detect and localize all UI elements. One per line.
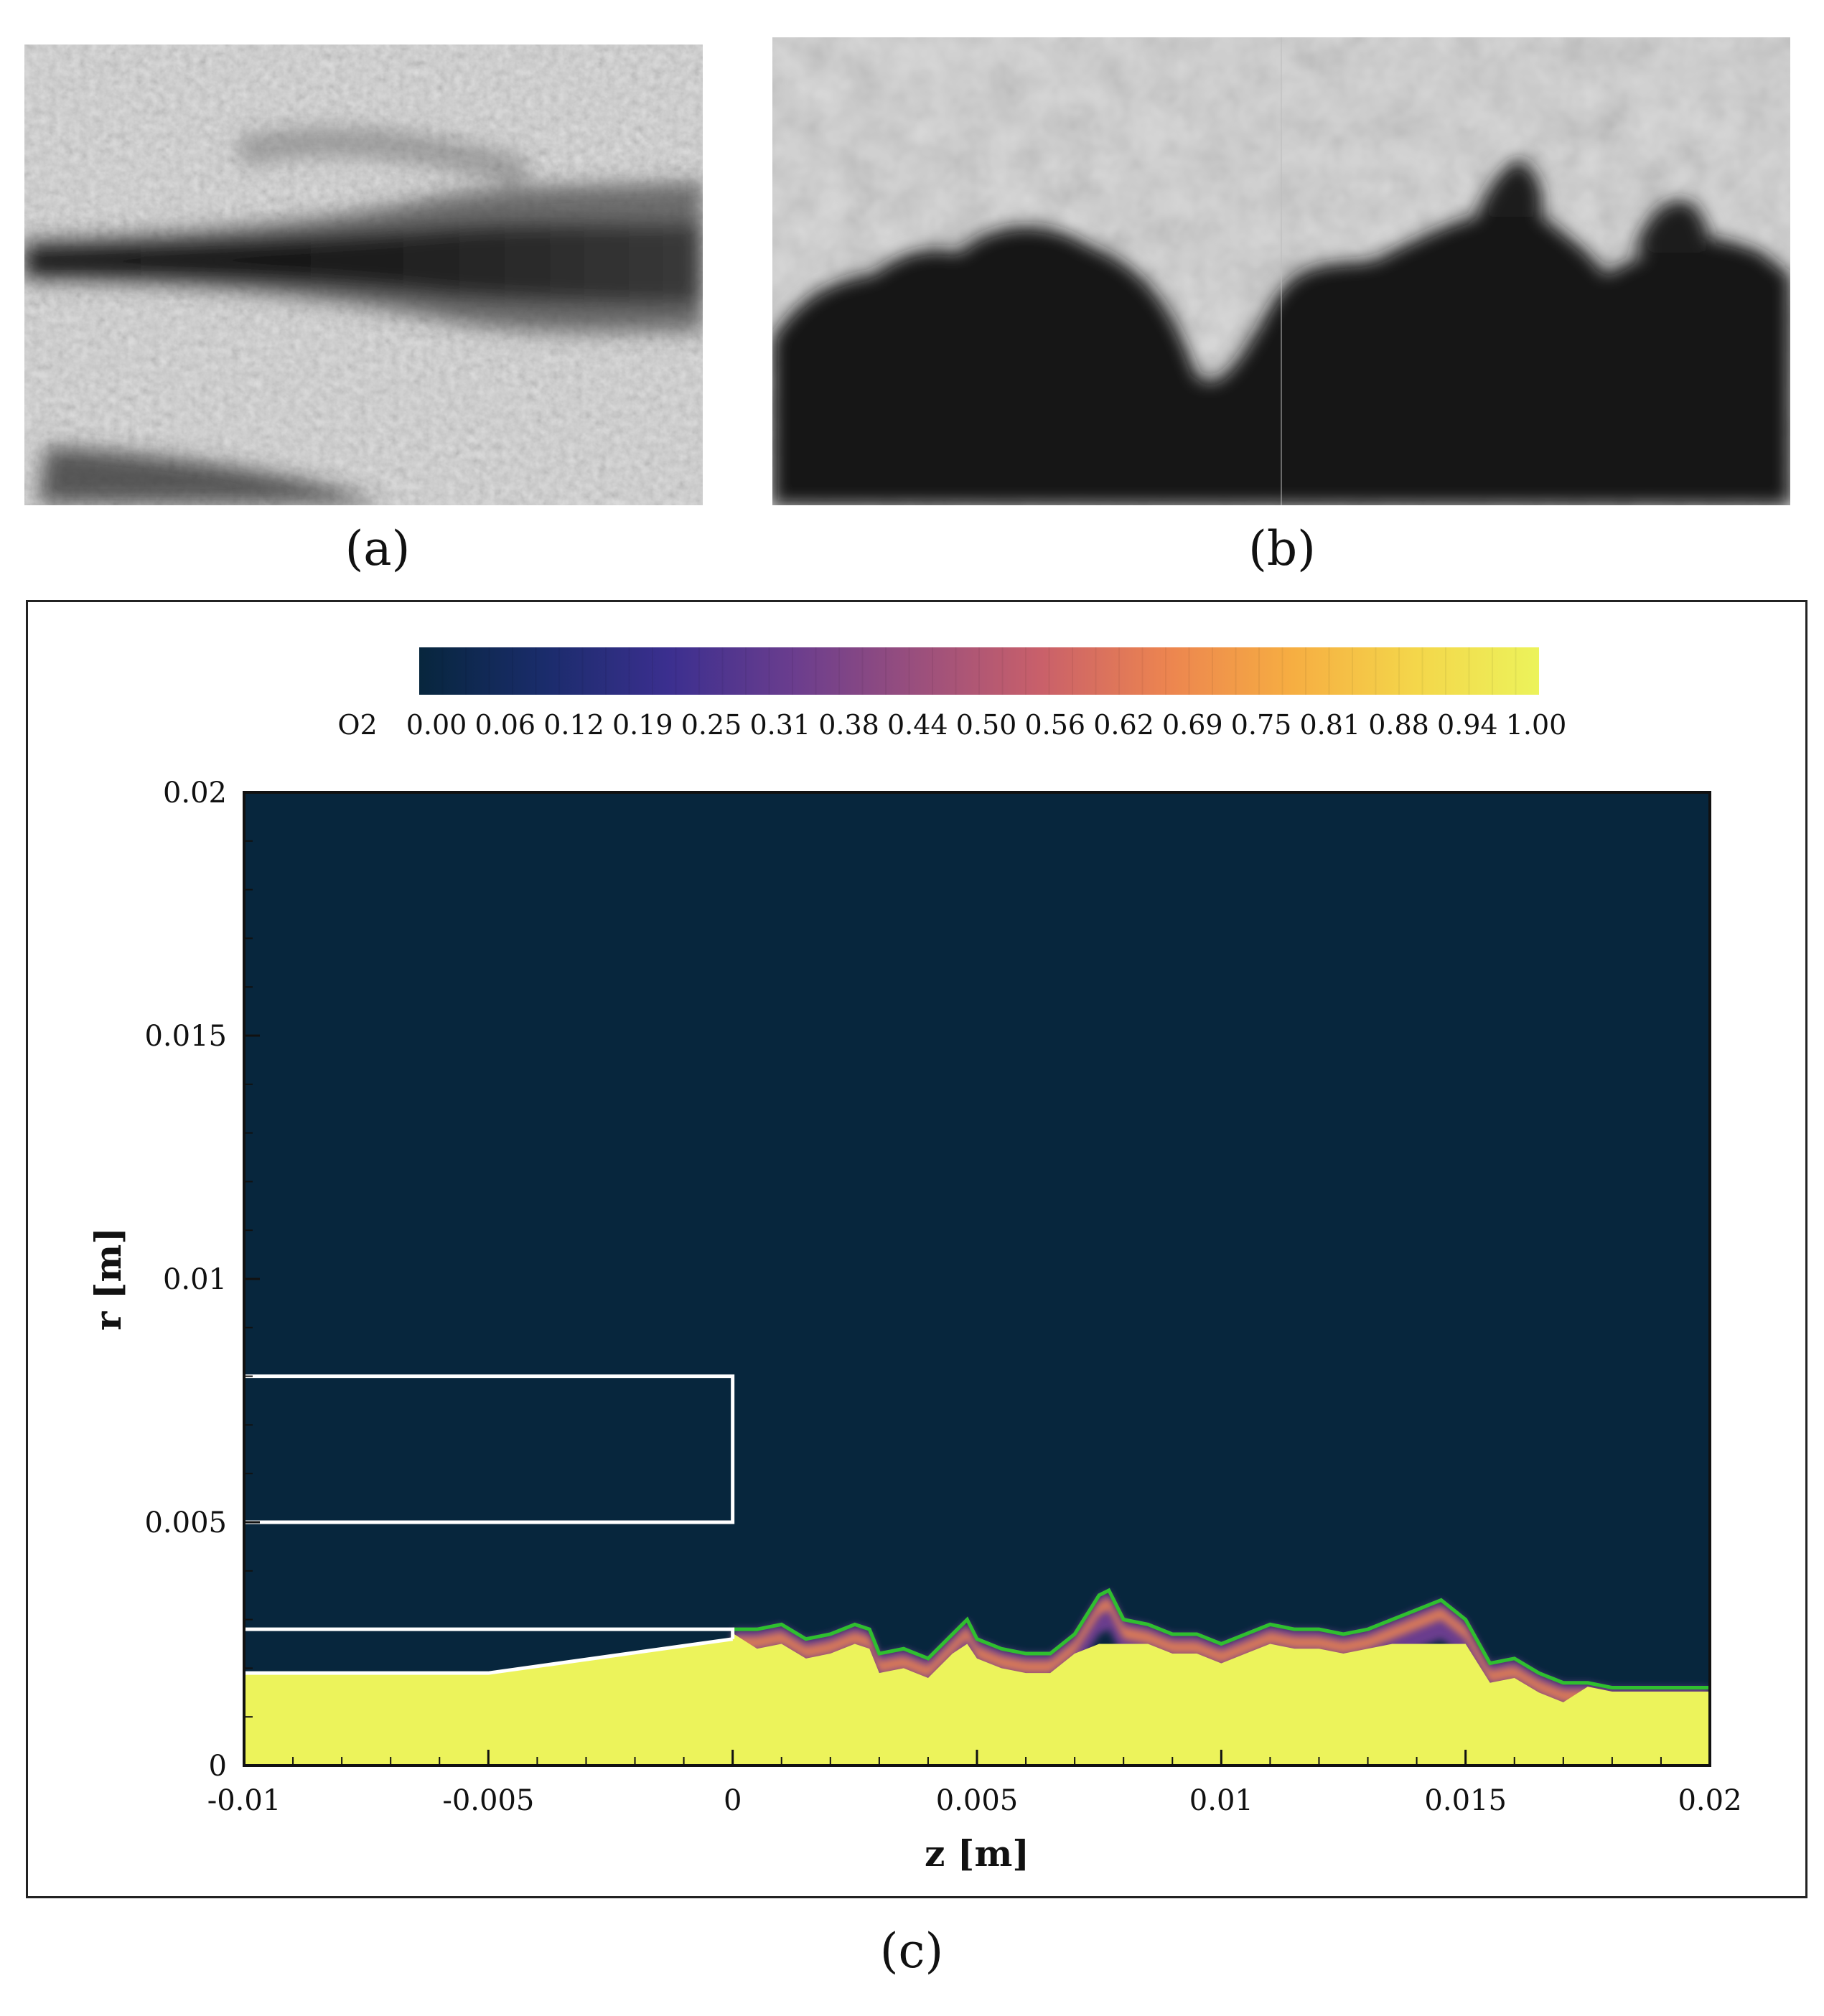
y-tick-label: 0.02 [163,777,227,810]
y-tick-label: 0.005 [144,1506,227,1539]
x-tick-label: 0.01 [1189,1784,1253,1817]
y-tick-label: 0.01 [163,1263,227,1296]
colorbar-tick-label: 0.81 [1299,709,1360,741]
injector-lip [244,1627,735,1639]
mixing-warm-layer [732,1598,1710,1707]
field-background [244,792,1710,1766]
colorbar-tick-label: 0.62 [1093,709,1154,741]
colorbar-labels: 0.00 0.06 0.12 0.19 0.25 0.31 0.38 0.44 0.50 0.56… [406,709,1567,741]
colorbar-tick-label: 0.88 [1368,709,1429,741]
colorbar-tick-label: 0.69 [1162,709,1223,741]
colorbar-tick-label: 0.06 [474,709,535,741]
x-tick-label: 0.02 [1678,1784,1741,1817]
colorbar-tick-label: 0.75 [1231,709,1292,741]
x-tick-label: 0.005 [936,1784,1019,1817]
x-tick-label: -0.005 [442,1784,534,1817]
colorbar-tick-label: 0.00 [406,709,467,741]
panel-label-b: (b) [1248,521,1316,576]
y-tick-label: 0.015 [144,1020,227,1053]
photo-b [772,37,1790,505]
colorbar-tick-label: 0.44 [887,709,948,741]
colorbar-tick-label: 0.31 [749,709,810,741]
panel-label-c: (c) [879,1923,944,1979]
y-axis-label: r [m] [87,1227,129,1331]
x-axis-ticks: -0.01 -0.005 0 0.005 0.01 0.015 0.02 [207,1750,1742,1817]
colorbar-segments [441,647,1517,695]
panel-label-a: (a) [345,521,411,576]
y-tick-label: 0 [209,1750,227,1783]
colorbar-tick-label: 0.19 [612,709,673,741]
x-tick-label: -0.01 [207,1784,281,1817]
colorbar-variable-label: O2 [337,709,377,741]
colorbar-tick-label: 0.25 [681,709,742,741]
injector-outer-post [244,1374,735,1524]
colorbar-tick-label: 0.38 [818,709,879,741]
colorbar-tick-label: 0.94 [1437,709,1498,741]
x-tick-label: 0.015 [1424,1784,1507,1817]
x-tick-label: 0 [724,1784,742,1817]
interface-contour [732,1588,1710,1690]
y-axis-ticks: 0 0.005 0.01 0.015 0.02 [144,777,260,1783]
colorbar [419,647,1539,695]
colorbar-tick-label: 1.00 [1506,709,1567,741]
colorbar-tick-label: 0.56 [1024,709,1085,741]
colorbar-tick-label: 0.12 [543,709,604,741]
x-axis-label: z [m] [925,1832,1029,1875]
jet-core [244,1633,1710,1766]
injector-inner-wall [244,1637,734,1675]
colorbar-tick-label: 0.50 [956,709,1017,741]
photo-a [24,44,703,505]
